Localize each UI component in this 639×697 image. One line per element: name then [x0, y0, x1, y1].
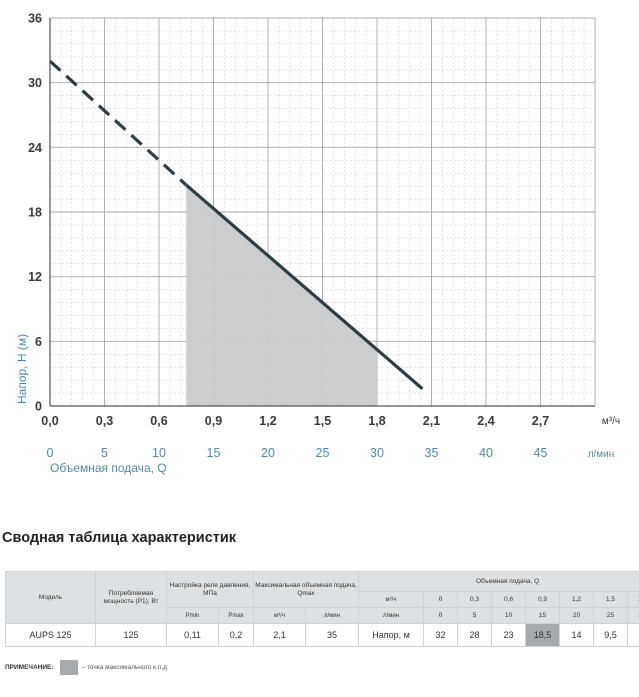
optimal-zone [186, 185, 377, 406]
curves [48, 59, 424, 390]
x-tick-labels-m3h: 0,0 0,3 0,6 0,9 1,2 1,5 1,8 2,1 2,4 2,7 [41, 414, 549, 428]
x-tick-label-m3h: 2,4 [477, 414, 494, 428]
flow-m3h-cell: 0 [423, 591, 459, 608]
y-tick-label: 0 [35, 400, 42, 414]
table-row: AUPS 125 125 0,11 0,2 2,1 35 Напор, м 32… [5, 623, 639, 647]
axes [49, 18, 595, 407]
y-tick-label: 18 [28, 206, 42, 220]
x-tick-label-lmin: 0 [47, 446, 54, 460]
optimal-zone-area [186, 185, 377, 406]
flow-lmin-cell: 30 [627, 607, 639, 624]
header-qmax-m3h: м³/ч [253, 607, 306, 624]
power-cell: 125 [95, 623, 167, 647]
flow-m3h-cell: 1,8 [627, 591, 639, 608]
x-tick-label-lmin: 20 [261, 446, 275, 460]
x-tick-label-lmin: 10 [152, 446, 166, 460]
flow-m3h-cell: 0,3 [457, 591, 493, 608]
header-relay: Настройка реле давления, МПа [166, 571, 254, 608]
spec-table: Модель Потребляемая мощность (Р1), Вт На… [5, 571, 639, 647]
y-tick-label: 24 [28, 141, 42, 155]
note: ПРИМЕЧАНИЕ: – точка максимального к.п.д [5, 659, 167, 676]
x-tick-label-m3h: 0,9 [205, 414, 222, 428]
header-flow-lmin-unit: л/мин [358, 607, 425, 624]
head-cell-best-efficiency: 18,5 [525, 623, 561, 647]
head-cell: 23 [491, 623, 527, 647]
head-cell: 32 [423, 623, 459, 647]
head-cell: 9,5 [593, 623, 629, 647]
table-title: Сводная таблица характеристик [2, 530, 237, 546]
flow-m3h-cell: 1,5 [593, 591, 629, 608]
head-cell: 5 [627, 623, 639, 647]
x-axis-title: Объемная подача, Q [50, 461, 167, 475]
x-unit-lmin: л/мин [588, 449, 615, 460]
head-cell: 14 [559, 623, 595, 647]
x-tick-label-lmin: 40 [479, 446, 493, 460]
qmax-m3h-cell: 2,1 [253, 623, 306, 647]
y-tick-label: 6 [35, 335, 42, 349]
x-tick-label-lmin: 25 [316, 446, 330, 460]
header-model: Модель [5, 571, 96, 624]
header-flow-m3h-unit: м³/ч [358, 591, 425, 608]
x-tick-label-lmin: 45 [534, 446, 548, 460]
model-cell: AUPS 125 [5, 623, 96, 647]
curve-dashed [48, 59, 188, 187]
x-unit-m3h: м³/ч [602, 416, 620, 427]
header-pmin: Pmin [166, 607, 219, 624]
header-maxflow: Максимальная объемная подача, Qmax [252, 571, 360, 608]
x-tick-label-m3h: 1,5 [314, 414, 331, 428]
head-label-cell: Напор, м [358, 623, 425, 647]
header-qmax-lmin: л/мин [304, 607, 360, 624]
header-flow: Объемная подача, Q [358, 571, 639, 592]
note-text: – точка максимального к.п.д [81, 664, 167, 671]
pmax-cell: 0,2 [218, 623, 254, 647]
flow-lmin-cell: 25 [593, 607, 629, 624]
flow-lmin-cell: 10 [491, 607, 527, 624]
flow-m3h-cell: 0,9 [525, 591, 561, 608]
y-axis-title: Напор, Н (м) [15, 334, 29, 404]
x-tick-label-lmin: 35 [425, 446, 439, 460]
flow-lmin-cell: 15 [525, 607, 561, 624]
note-swatch [59, 660, 78, 675]
note-label: ПРИМЕЧАНИЕ: [5, 664, 54, 671]
header-power: Потребляемая мощность (Р1), Вт [95, 571, 167, 624]
x-tick-label-m3h: 1,2 [259, 414, 276, 428]
flow-lmin-cell: 5 [457, 607, 493, 624]
flow-lmin-cell: 0 [423, 607, 459, 624]
x-tick-label-lmin: 30 [370, 446, 384, 460]
flow-m3h-cell: 0,6 [491, 591, 527, 608]
curve-solid [185, 183, 424, 390]
pump-curve-chart: 0 6 12 18 24 30 36 0,0 0,3 0,6 0,9 1,2 1,5 1,8 2,1 2,4… [15, 12, 620, 476]
x-tick-label-m3h: 2,7 [532, 414, 549, 428]
x-tick-labels-lmin: 0 5 10 15 20 25 30 35 40 45 [47, 446, 548, 460]
x-tick-label-m3h: 0,6 [150, 414, 167, 428]
y-tick-label: 36 [28, 12, 42, 26]
x-tick-label-m3h: 0,3 [96, 414, 113, 428]
x-tick-label-m3h: 2,1 [423, 414, 440, 428]
header-pmax: Pmax [218, 607, 254, 624]
head-cell: 28 [457, 623, 493, 647]
flow-lmin-cell: 20 [559, 607, 595, 624]
flow-m3h-cell: 1,2 [559, 591, 595, 608]
y-tick-label: 12 [28, 270, 42, 284]
x-tick-label-lmin: 15 [207, 446, 221, 460]
x-tick-label-lmin: 5 [101, 446, 108, 460]
pmin-cell: 0,11 [166, 623, 219, 647]
y-tick-label: 30 [28, 76, 42, 90]
y-tick-labels: 0 6 12 18 24 30 36 [28, 12, 42, 414]
x-tick-label-m3h: 1,8 [368, 414, 385, 428]
x-tick-label-m3h: 0,0 [41, 414, 58, 428]
qmax-lmin-cell: 35 [304, 623, 360, 647]
